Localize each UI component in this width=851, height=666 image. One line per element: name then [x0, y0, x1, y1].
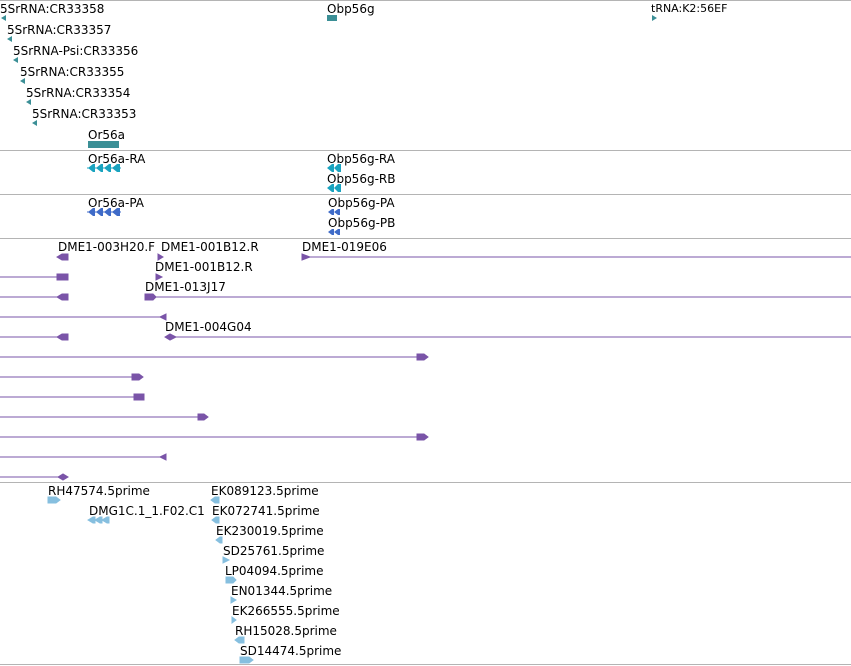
est-glyph: [210, 496, 220, 504]
clone-label[interactable]: DME1-001B12.R: [155, 260, 253, 274]
protein-label[interactable]: Obp56g-PA: [328, 196, 395, 210]
transcript-glyph[interactable]: [326, 184, 342, 192]
clone-glyph: [56, 253, 69, 261]
transcript-label[interactable]: Or56a-RA: [88, 152, 146, 166]
clone-glyph: [197, 413, 209, 421]
gene-glyph[interactable]: [13, 57, 18, 63]
est-glyph: [225, 576, 237, 584]
track-separator: [0, 238, 851, 239]
clone-glyph: [56, 273, 69, 281]
clone-glyph: [155, 273, 164, 281]
est-glyph: [215, 536, 223, 544]
gene-label[interactable]: tRNA:K2:56EF: [651, 2, 728, 15]
est-label[interactable]: EK072741.5prime: [212, 504, 320, 518]
clone-glyph: [131, 373, 144, 381]
clone-glyph: [57, 473, 69, 481]
protein-glyph[interactable]: [327, 208, 341, 216]
gene-label[interactable]: 5SrRNA:CR33355: [20, 65, 125, 79]
clone-glyph: [157, 253, 164, 261]
est-label[interactable]: EN01344.5prime: [231, 584, 333, 598]
gene-label[interactable]: Obp56g: [327, 2, 375, 16]
protein-glyph[interactable]: [327, 228, 341, 236]
clone-glyph: [301, 253, 312, 261]
protein-glyph[interactable]: [87, 208, 121, 216]
gene-glyph[interactable]: [32, 120, 37, 126]
est-glyph: [101, 516, 110, 524]
clone-label[interactable]: DME1-003H20.F: [58, 240, 156, 254]
track-separator: [0, 664, 851, 665]
est-label[interactable]: RH47574.5prime: [48, 484, 150, 498]
protein-label[interactable]: Obp56g-PB: [328, 216, 396, 230]
gene-label[interactable]: 5SrRNA:CR33357: [7, 23, 112, 37]
clone-glyph: [158, 313, 167, 321]
clone-label[interactable]: DME1-004G04: [165, 320, 252, 334]
gene-glyph[interactable]: [20, 78, 25, 84]
est-label[interactable]: DMG1C.1_1.F02.C1: [89, 504, 205, 518]
est-glyphs[interactable]: [0, 494, 851, 666]
gene-glyph[interactable]: [652, 15, 657, 21]
gene-glyph[interactable]: [327, 15, 337, 21]
clone-label[interactable]: DME1-013J17: [145, 280, 226, 294]
gene-label[interactable]: 5SrRNA-Psi:CR33356: [13, 44, 139, 58]
est-glyph: [234, 636, 245, 644]
gene-glyph[interactable]: [7, 36, 12, 42]
est-label[interactable]: EK266555.5prime: [232, 604, 340, 618]
est-label[interactable]: EK089123.5prime: [211, 484, 319, 498]
gene-glyph[interactable]: [26, 99, 31, 105]
gene-label[interactable]: 5SrRNA:CR33358: [0, 2, 105, 16]
transcript-glyph[interactable]: [87, 164, 121, 172]
est-glyph: [239, 656, 254, 664]
clone-glyph: [164, 333, 178, 341]
gene-label[interactable]: Or56a: [88, 128, 126, 142]
transcript-label[interactable]: Obp56g-RB: [327, 172, 396, 186]
track-separator: [0, 0, 851, 1]
protein-label[interactable]: Or56a-PA: [88, 196, 145, 210]
gene-label[interactable]: 5SrRNA:CR33354: [26, 86, 131, 100]
est-glyph: [47, 496, 61, 504]
est-glyph: [222, 556, 231, 564]
est-glyph: [231, 616, 237, 624]
est-label[interactable]: EK230019.5prime: [216, 524, 324, 538]
gene-label[interactable]: 5SrRNA:CR33353: [32, 107, 137, 121]
clone-glyph: [416, 433, 429, 441]
clone-glyph: [416, 353, 429, 361]
est-glyph: [87, 516, 96, 524]
clone-glyph: [56, 333, 69, 341]
clone-glyph: [144, 293, 157, 301]
clone-label[interactable]: DME1-019E06: [302, 240, 387, 254]
gene-glyph[interactable]: [1, 15, 6, 21]
track-separator: [0, 150, 851, 151]
est-glyph: [94, 516, 103, 524]
clone-label[interactable]: DME1-001B12.R: [161, 240, 259, 254]
clone-glyph: [133, 393, 145, 401]
est-glyph: [230, 596, 237, 604]
track-separator: [0, 482, 851, 483]
est-label[interactable]: LP04094.5prime: [225, 564, 324, 578]
clone-glyph: [158, 453, 167, 461]
transcript-glyph[interactable]: [326, 164, 342, 172]
clone-glyphs[interactable]: [0, 250, 851, 482]
est-glyph: [211, 516, 220, 524]
transcript-label[interactable]: Obp56g-RA: [327, 152, 395, 166]
est-label[interactable]: RH15028.5prime: [235, 624, 337, 638]
clone-glyph: [56, 293, 69, 301]
est-label[interactable]: SD25761.5prime: [223, 544, 325, 558]
track-separator: [0, 194, 851, 195]
gene-glyph[interactable]: [88, 141, 119, 148]
est-label[interactable]: SD14474.5prime: [240, 644, 342, 658]
